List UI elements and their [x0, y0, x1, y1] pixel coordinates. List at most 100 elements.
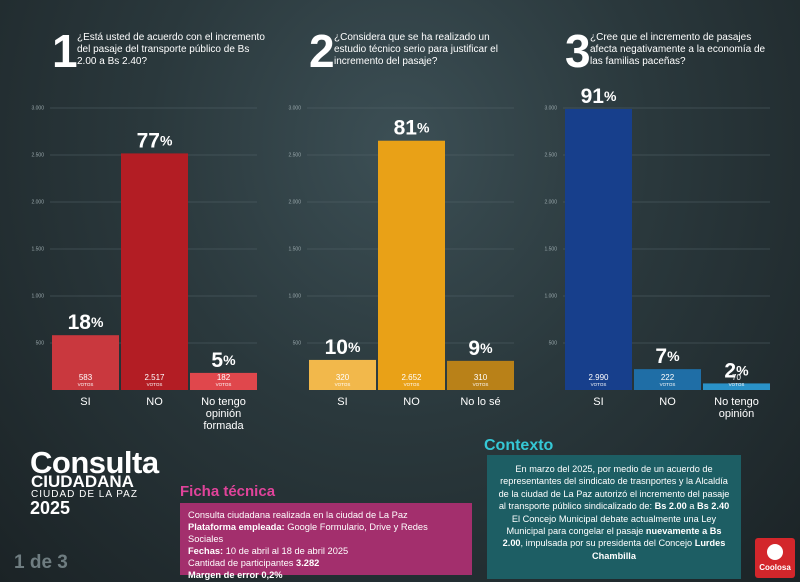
- y-tick-label: 1.000: [544, 293, 557, 299]
- value-unit: VOTOS: [591, 382, 607, 387]
- percent-label: 10%: [325, 335, 361, 358]
- question-number: 2: [309, 25, 335, 77]
- text: , impulsada por su presidenta del Concej…: [520, 538, 695, 549]
- text: Consulta ciudadana realizada en la ciuda…: [188, 510, 408, 520]
- header-subtitle: CIUDADANA: [31, 472, 134, 491]
- value-label: 2.990: [588, 373, 609, 382]
- percent-label: 91%: [581, 84, 617, 107]
- value-unit: VOTOS: [78, 382, 94, 387]
- y-tick-label: 500: [293, 340, 302, 346]
- percent-label: 2%: [724, 359, 749, 382]
- y-tick-label: 3.000: [31, 105, 44, 111]
- percent-label: 81%: [394, 116, 430, 139]
- y-tick-label: 2.500: [544, 152, 557, 158]
- y-tick-label: 500: [36, 340, 45, 346]
- bar: [634, 369, 701, 390]
- logo-icon: [767, 544, 783, 560]
- category-label: NO: [659, 396, 676, 408]
- value-unit: VOTOS: [147, 382, 163, 387]
- bold-text: Lurdes Chambilla: [592, 538, 726, 561]
- text: 10 de abril al 18 de abril 2025: [223, 546, 349, 556]
- bold-text: Bs 2.40: [697, 501, 730, 512]
- bold-text: nuevamente a Bs 2.00: [502, 526, 722, 549]
- category-label: NO: [146, 396, 163, 408]
- category-label: No tengo opinión formada: [201, 396, 246, 432]
- ficha-line: Plataforma empleada: Google Formulario, …: [188, 521, 464, 545]
- question: ¿Cree que el incremento de pasajes afect…: [590, 32, 766, 67]
- y-tick-label: 1.000: [288, 293, 301, 299]
- bar: [52, 335, 119, 390]
- contexto-title: Contexto: [484, 437, 554, 454]
- value-label: 70: [732, 373, 741, 382]
- ficha-box: Consulta ciudadana realizada en la ciuda…: [180, 503, 472, 580]
- bar: [309, 359, 376, 390]
- text: El Concejo Municipal debate actualmente …: [506, 513, 717, 537]
- bar: [703, 383, 770, 390]
- value-unit: VOTOS: [335, 382, 351, 387]
- value-unit: VOTOS: [473, 382, 489, 387]
- y-tick-label: 3.000: [288, 105, 301, 111]
- y-tick-label: 3.000: [544, 105, 557, 111]
- value-label: 310: [474, 373, 488, 382]
- value-label: 222: [661, 373, 675, 382]
- ficha-line: Consulta ciudadana realizada en la ciuda…: [188, 509, 464, 521]
- context-paragraph: En marzo del 2025, por medio de un acuer…: [497, 463, 731, 513]
- y-tick-label: 1.500: [544, 246, 557, 252]
- y-tick-label: 2.000: [544, 199, 557, 205]
- y-tick-label: 2.000: [288, 199, 301, 205]
- contexto-box: En marzo del 2025, por medio de un acuer…: [487, 455, 741, 579]
- ficha-title: Ficha técnica: [180, 483, 276, 500]
- context-paragraph: El Concejo Municipal debate actualmente …: [497, 513, 731, 563]
- value-label: 182: [217, 373, 231, 382]
- question: ¿Considera que se ha realizado un estudi…: [334, 32, 498, 67]
- value-unit: VOTOS: [660, 382, 676, 387]
- header-year: 2025: [30, 498, 71, 518]
- y-tick-label: 2.500: [31, 152, 44, 158]
- bar: [378, 140, 445, 390]
- y-tick-label: 2.000: [31, 199, 44, 205]
- bold-text: 3.282: [296, 558, 320, 568]
- value-label: 320: [336, 373, 350, 382]
- percent-label: 7%: [655, 345, 680, 368]
- y-tick-label: 1.500: [288, 246, 301, 252]
- category-label: NO: [403, 396, 420, 408]
- bold-text: Bs 2.00: [654, 501, 687, 512]
- bold-text: Margen de error 0,2%: [188, 570, 283, 580]
- header-place: CIUDAD DE LA PAZ: [31, 489, 138, 500]
- bar: [190, 372, 257, 390]
- bar: [565, 108, 632, 390]
- percent-label: 77%: [137, 129, 173, 152]
- y-tick-label: 2.500: [288, 152, 301, 158]
- page-number: 1 de 3: [14, 552, 68, 573]
- value-unit: VOTOS: [404, 382, 420, 387]
- category-label: SI: [337, 396, 348, 408]
- percent-label: 5%: [211, 348, 236, 371]
- logo: Coolosa: [755, 538, 795, 578]
- text: Cantidad de participantes: [188, 558, 297, 568]
- value-label: 2.517: [144, 373, 165, 382]
- category-label: No lo sé: [460, 396, 501, 408]
- question-number: 1: [52, 25, 78, 77]
- question: ¿Está usted de acuerdo con el incremento…: [77, 32, 265, 67]
- percent-label: 9%: [468, 336, 493, 359]
- value-unit: VOTOS: [216, 382, 232, 387]
- text: a: [686, 501, 697, 512]
- bar: [447, 360, 514, 390]
- y-tick-label: 500: [549, 340, 558, 346]
- ficha-line: Fechas: 10 de abril al 18 de abril 2025: [188, 545, 464, 557]
- text: Google Formulario, Drive y Redes Sociale…: [188, 522, 428, 544]
- value-label: 583: [79, 373, 93, 382]
- header-title: Consulta: [30, 445, 159, 480]
- bold-text: Plataforma empleada:: [188, 522, 285, 532]
- category-label: No tengo opinión: [714, 396, 759, 420]
- logo-name: Coolosa: [759, 563, 791, 572]
- percent-label: 18%: [68, 311, 104, 334]
- category-label: SI: [593, 396, 604, 408]
- bar: [121, 153, 188, 390]
- bold-text: Fechas:: [188, 546, 224, 556]
- category-label: SI: [80, 396, 91, 408]
- ficha-line: Margen de error 0,2%: [188, 569, 464, 581]
- y-tick-label: 1.000: [31, 293, 44, 299]
